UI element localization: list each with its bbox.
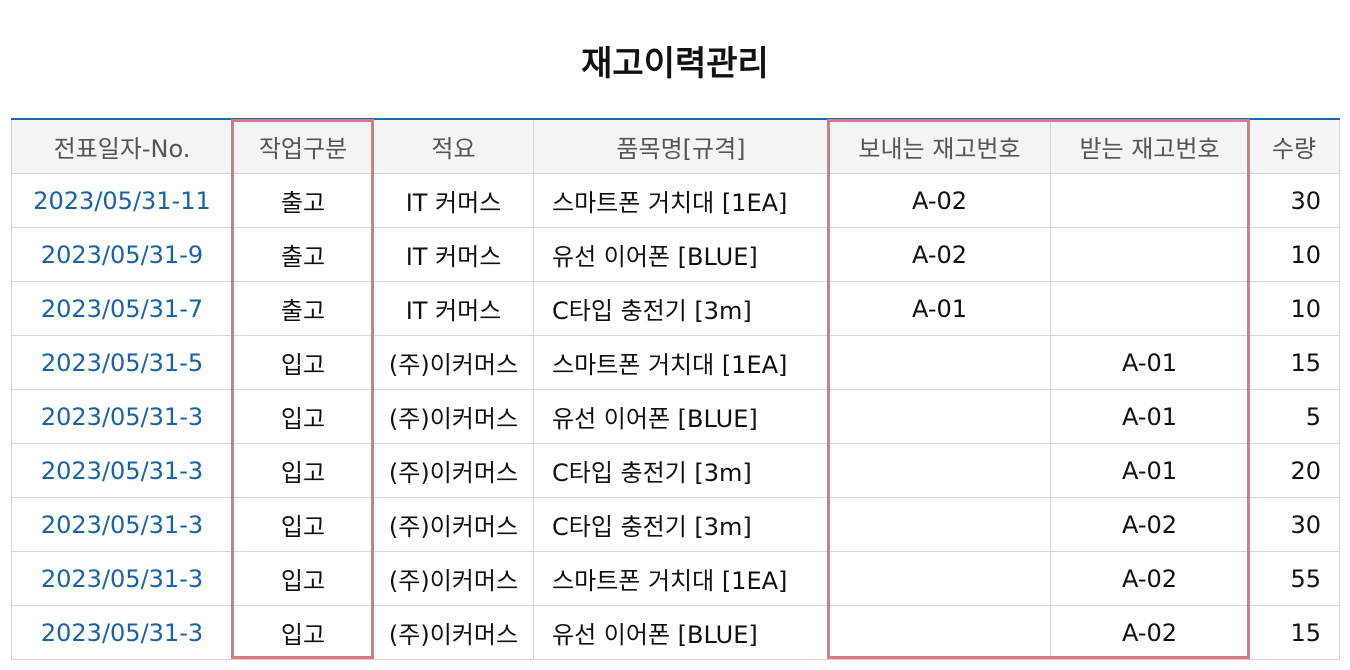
column-header-item[interactable]: 품목명[규격] xyxy=(533,118,829,174)
slip-no-link[interactable]: 2023/05/31-3 xyxy=(11,551,233,606)
slip-no-link[interactable]: 2023/05/31-9 xyxy=(11,227,233,282)
slip-no-link[interactable]: 2023/05/31-3 xyxy=(11,443,233,498)
memo: (주)이커머스 xyxy=(373,389,534,444)
quantity: 15 xyxy=(1248,605,1340,660)
slip-no-link[interactable]: 2023/05/31-3 xyxy=(11,605,233,660)
work-type: 입고 xyxy=(232,443,374,498)
table-row[interactable]: 2023/05/31-5 입고 (주)이커머스 스마트폰 거치대 [1EA] A-01 1… xyxy=(11,335,1340,390)
table-row[interactable]: 2023/05/31-3 입고 (주)이커머스 유선 이어폰 [BLUE] A-02 15 xyxy=(11,605,1340,660)
work-type: 입고 xyxy=(232,551,374,606)
item-name: C타입 충전기 [3m] xyxy=(533,497,829,552)
memo: IT 커머스 xyxy=(373,227,534,282)
item-name: 유선 이어폰 [BLUE] xyxy=(533,605,829,660)
quantity: 55 xyxy=(1248,551,1340,606)
to-stock xyxy=(1050,281,1249,336)
to-stock: A-01 xyxy=(1050,335,1249,390)
quantity: 15 xyxy=(1248,335,1340,390)
to-stock: A-01 xyxy=(1050,443,1249,498)
work-type: 입고 xyxy=(232,335,374,390)
slip-no-link[interactable]: 2023/05/31-11 xyxy=(11,173,233,228)
memo: IT 커머스 xyxy=(373,281,534,336)
table-row[interactable]: 2023/05/31-7 출고 IT 커머스 C타입 충전기 [3m] A-01 10 xyxy=(11,281,1340,336)
memo: IT 커머스 xyxy=(373,173,534,228)
work-type: 입고 xyxy=(232,497,374,552)
table-row[interactable]: 2023/05/31-3 입고 (주)이커머스 유선 이어폰 [BLUE] A-01 5 xyxy=(11,389,1340,444)
from-stock xyxy=(828,335,1051,390)
table-row[interactable]: 2023/05/31-3 입고 (주)이커머스 C타입 충전기 [3m] A-01 20 xyxy=(11,443,1340,498)
table-row[interactable]: 2023/05/31-9 출고 IT 커머스 유선 이어폰 [BLUE] A-02 10 xyxy=(11,227,1340,282)
column-header-work-type[interactable]: 작업구분 xyxy=(232,118,374,174)
from-stock: A-01 xyxy=(828,281,1051,336)
to-stock: A-02 xyxy=(1050,605,1249,660)
from-stock xyxy=(828,605,1051,660)
quantity: 5 xyxy=(1248,389,1340,444)
item-name: C타입 충전기 [3m] xyxy=(533,281,829,336)
header-row: 전표일자-No. 작업구분 적요 품목명[규격] 보내는 재고번호 받는 재고번… xyxy=(11,118,1340,174)
to-stock: A-01 xyxy=(1050,389,1249,444)
to-stock xyxy=(1050,227,1249,282)
work-type: 출고 xyxy=(232,227,374,282)
memo: (주)이커머스 xyxy=(373,551,534,606)
slip-no-link[interactable]: 2023/05/31-7 xyxy=(11,281,233,336)
item-name: 스마트폰 거치대 [1EA] xyxy=(533,173,829,228)
column-header-slip-no[interactable]: 전표일자-No. xyxy=(11,118,233,174)
work-type: 출고 xyxy=(232,281,374,336)
table-row[interactable]: 2023/05/31-3 입고 (주)이커머스 스마트폰 거치대 [1EA] A-02 5… xyxy=(11,551,1340,606)
quantity: 30 xyxy=(1248,497,1340,552)
slip-no-link[interactable]: 2023/05/31-3 xyxy=(11,497,233,552)
column-header-memo[interactable]: 적요 xyxy=(373,118,534,174)
from-stock: A-02 xyxy=(828,173,1051,228)
slip-no-link[interactable]: 2023/05/31-3 xyxy=(11,389,233,444)
inventory-history-table: 전표일자-No. 작업구분 적요 품목명[규격] 보내는 재고번호 받는 재고번… xyxy=(11,118,1340,660)
memo: (주)이커머스 xyxy=(373,443,534,498)
memo: (주)이커머스 xyxy=(373,497,534,552)
column-header-from-stock[interactable]: 보내는 재고번호 xyxy=(828,118,1051,174)
from-stock xyxy=(828,443,1051,498)
slip-no-link[interactable]: 2023/05/31-5 xyxy=(11,335,233,390)
column-header-to-stock[interactable]: 받는 재고번호 xyxy=(1050,118,1249,174)
item-name: 유선 이어폰 [BLUE] xyxy=(533,227,829,282)
item-name: C타입 충전기 [3m] xyxy=(533,443,829,498)
to-stock: A-02 xyxy=(1050,551,1249,606)
memo: (주)이커머스 xyxy=(373,605,534,660)
column-header-qty[interactable]: 수량 xyxy=(1248,118,1340,174)
item-name: 스마트폰 거치대 [1EA] xyxy=(533,551,829,606)
from-stock xyxy=(828,497,1051,552)
quantity: 10 xyxy=(1248,227,1340,282)
work-type: 입고 xyxy=(232,605,374,660)
page-title: 재고이력관리 xyxy=(581,44,769,84)
item-name: 유선 이어폰 [BLUE] xyxy=(533,389,829,444)
table-row[interactable]: 2023/05/31-3 입고 (주)이커머스 C타입 충전기 [3m] A-02 30 xyxy=(11,497,1340,552)
from-stock xyxy=(828,551,1051,606)
from-stock: A-02 xyxy=(828,227,1051,282)
from-stock xyxy=(828,389,1051,444)
memo: (주)이커머스 xyxy=(373,335,534,390)
quantity: 10 xyxy=(1248,281,1340,336)
item-name: 스마트폰 거치대 [1EA] xyxy=(533,335,829,390)
work-type: 입고 xyxy=(232,389,374,444)
work-type: 출고 xyxy=(232,173,374,228)
table-row[interactable]: 2023/05/31-11 출고 IT 커머스 스마트폰 거치대 [1EA] A-02 3… xyxy=(11,173,1340,228)
to-stock: A-02 xyxy=(1050,497,1249,552)
quantity: 30 xyxy=(1248,173,1340,228)
to-stock xyxy=(1050,173,1249,228)
quantity: 20 xyxy=(1248,443,1340,498)
